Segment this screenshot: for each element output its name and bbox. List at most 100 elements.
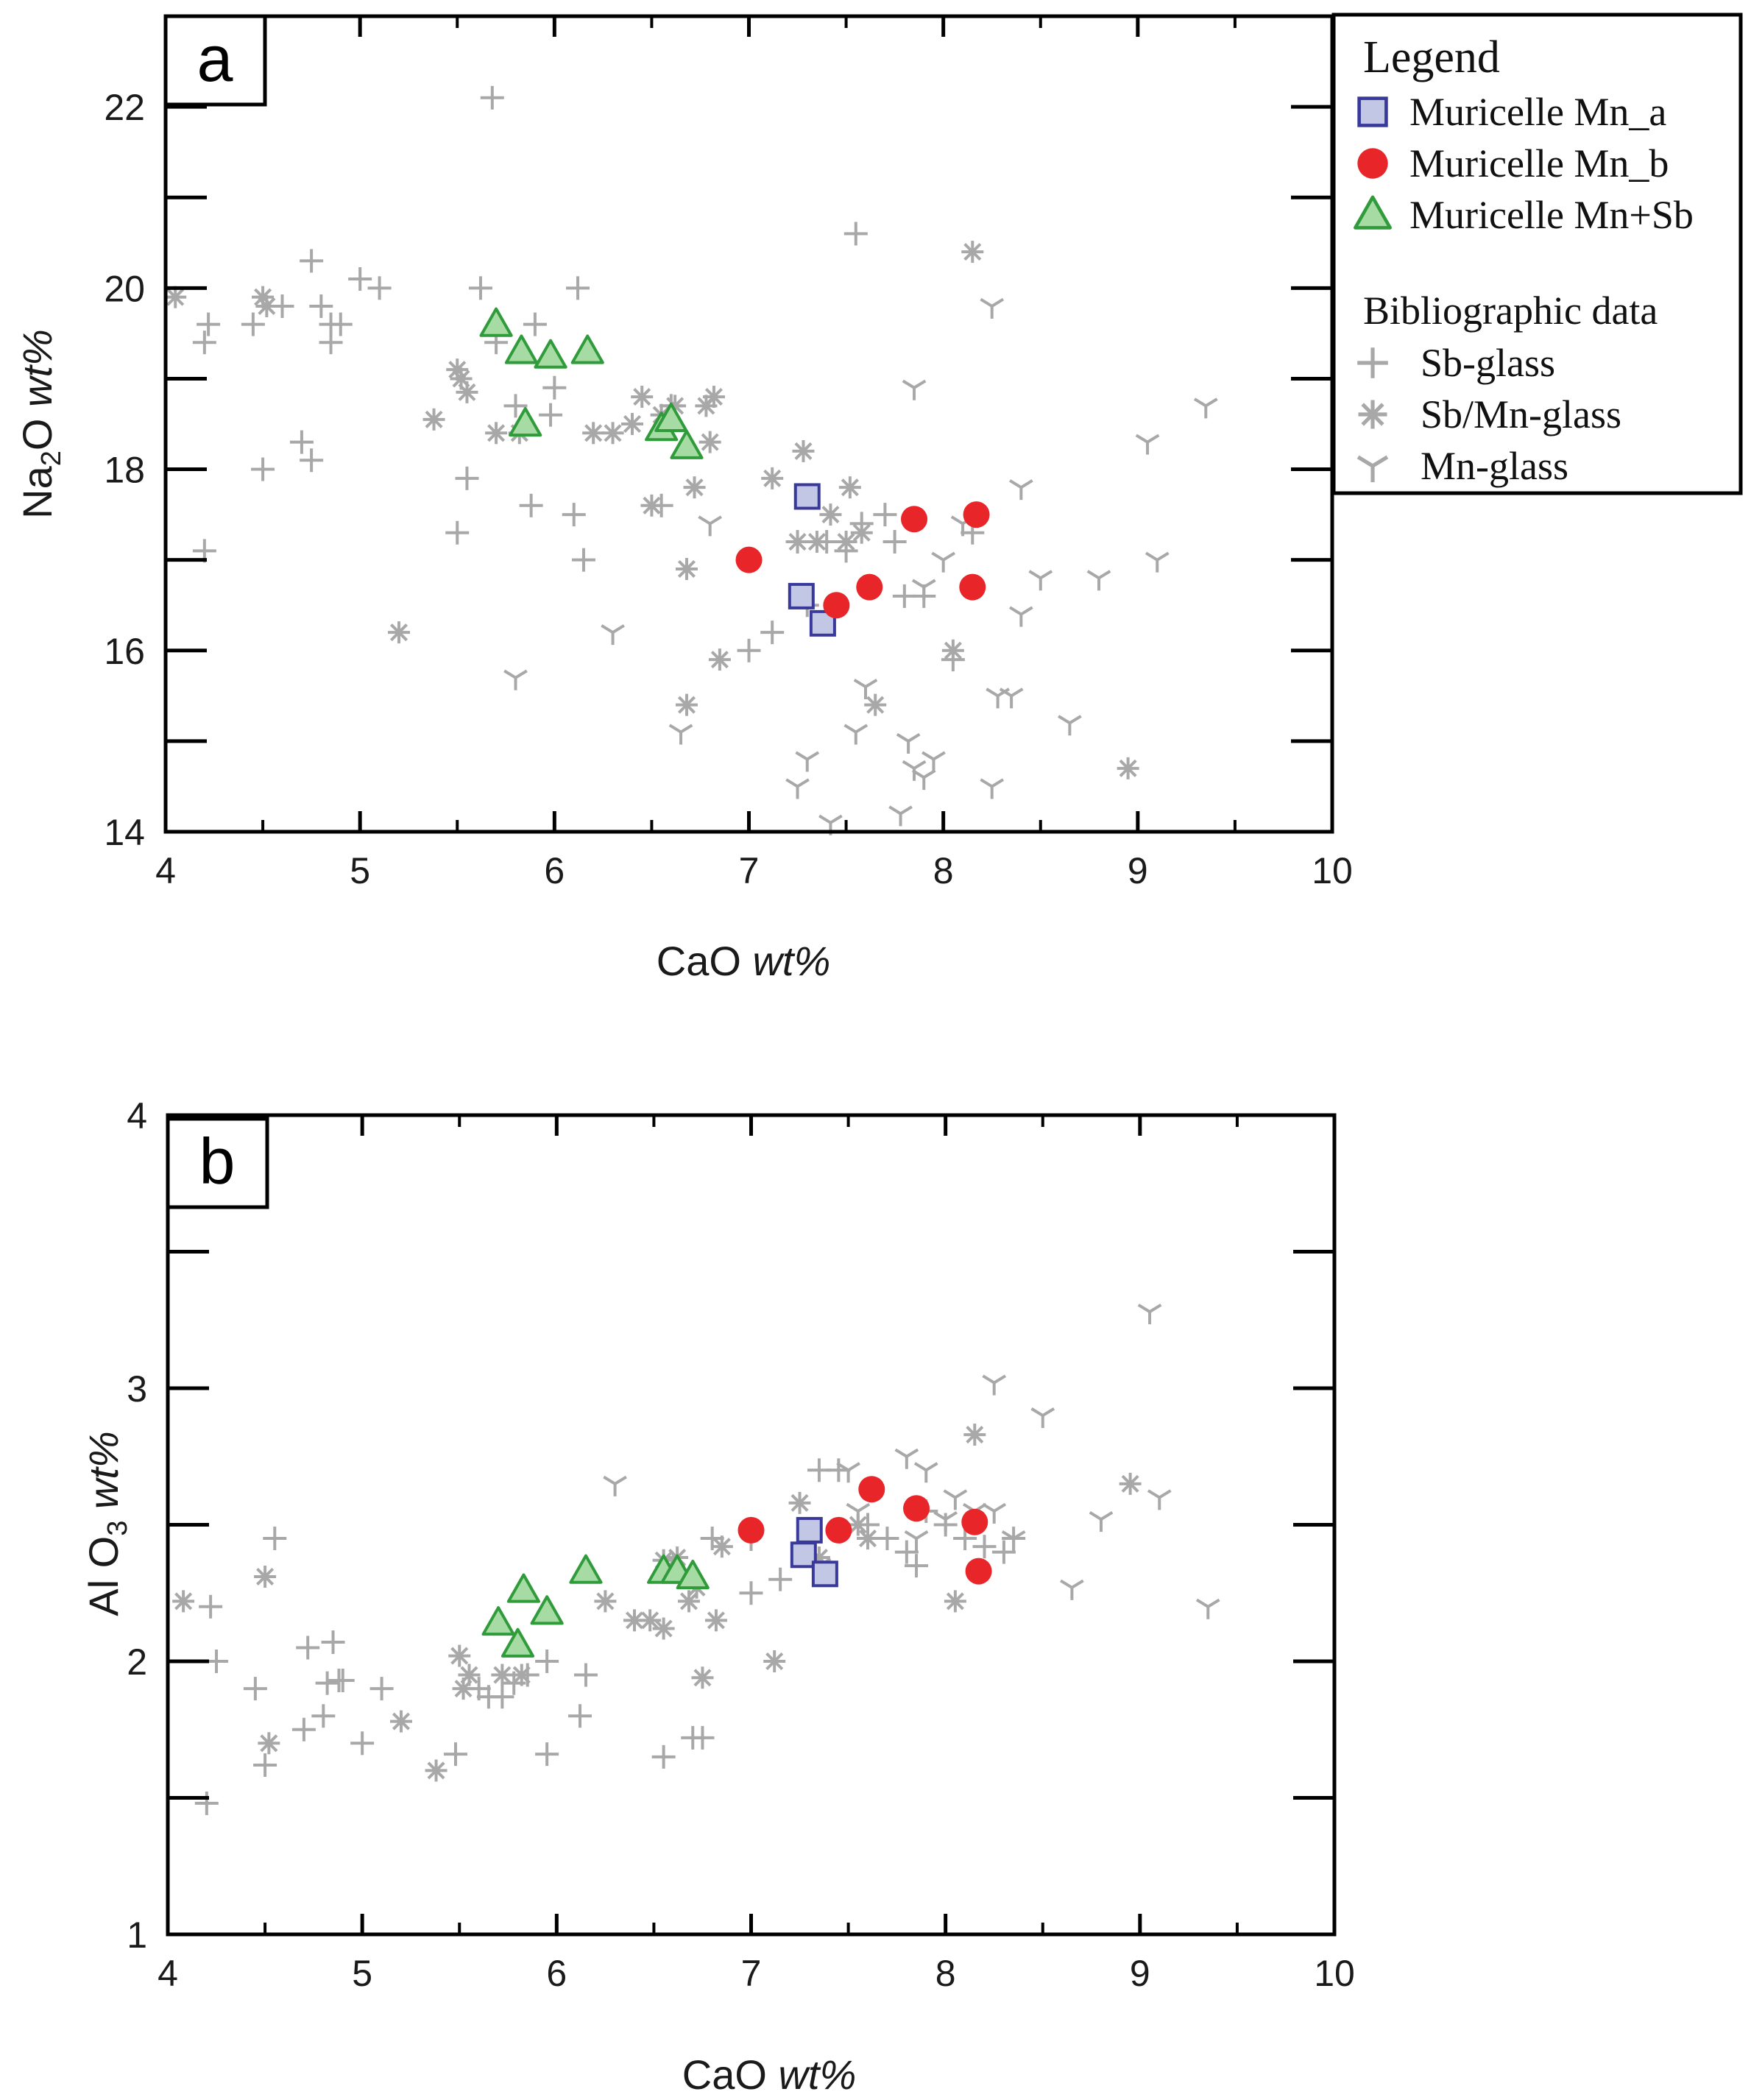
panel-a-y-axis-title: Na2O wt% — [14, 329, 67, 519]
sbmn-glass-point — [850, 521, 873, 544]
legend-title: Legend — [1363, 32, 1500, 82]
panel-b-y-axis-title-main: Al O — [80, 1536, 127, 1616]
series-sbmn-glass — [164, 241, 1139, 779]
mn-glass-point — [853, 678, 878, 700]
sbmn-glass-point — [258, 1732, 280, 1755]
sbmn-glass-point — [390, 1710, 412, 1733]
mn-sb-point — [530, 1595, 564, 1625]
legend-label: Muricelle Mn_b — [1409, 141, 1669, 185]
sb-glass-point — [251, 457, 275, 481]
sbmn-glass-point — [857, 1527, 879, 1550]
sb-glass-point — [319, 330, 343, 355]
sb-glass-point — [330, 1668, 355, 1692]
sbmn-glass-point — [702, 386, 725, 409]
sbmn-glass-point — [631, 386, 654, 409]
mn-glass-point — [931, 551, 956, 573]
sb-glass-point — [566, 276, 590, 300]
mn-sb-point — [504, 334, 539, 364]
sb-glass-point — [737, 638, 761, 662]
sb-glass-point — [690, 1725, 715, 1750]
mn-a-point — [790, 1541, 817, 1569]
sb-glass-point — [490, 1685, 514, 1709]
sb-glass-point — [573, 1663, 598, 1687]
mn-glass-point — [603, 1475, 627, 1496]
sb-glass-point — [991, 1540, 1016, 1564]
sb-glass-point — [562, 503, 586, 527]
mn-glass-point — [1060, 1579, 1084, 1600]
panel-b-x-axis-title-main: CaO — [682, 2051, 779, 2098]
sbmn-glass-point — [786, 531, 809, 554]
sbmn-glass-point — [448, 1644, 471, 1667]
sbmn-glass-point — [255, 294, 278, 317]
series-mn-b — [737, 1476, 992, 1585]
mn-b-point — [856, 573, 883, 601]
mn-glass-point — [943, 1489, 968, 1510]
mn-b-point — [735, 546, 763, 573]
sbmn-glass-point — [835, 531, 857, 554]
mn-glass-point — [980, 297, 1005, 319]
series-mn-a — [790, 1516, 838, 1588]
sbmn-glass-point — [838, 476, 861, 499]
mn-glass-point — [785, 778, 810, 799]
panel-b-letter: b — [199, 1125, 236, 1198]
sbmn-glass-point — [864, 693, 887, 716]
mn-glass-point — [1008, 479, 1033, 501]
mn-glass-point — [933, 1511, 958, 1532]
panel-a-frame — [163, 14, 1334, 834]
sbmn-glass-point — [639, 1609, 662, 1632]
series-sb-glass — [194, 1458, 1026, 1815]
x-tick-label: 8 — [933, 850, 954, 891]
y-tick-label: 14 — [104, 812, 145, 853]
mn-b-point — [965, 1558, 992, 1585]
sbmn-glass-point — [941, 639, 964, 662]
sbmn-glass-point — [510, 1664, 533, 1686]
panel-a-y-axis-title-unit: wt% — [14, 329, 60, 407]
sb-glass-point — [192, 330, 216, 355]
sb-glass-point — [328, 312, 353, 336]
sbmn-glass-point — [677, 1590, 700, 1613]
panel-b-x-axis-title-unit: wt% — [778, 2051, 856, 2098]
sbmn-glass-point — [388, 621, 410, 644]
sbmn-glass-point — [601, 422, 624, 445]
x-tick-label: 5 — [352, 1953, 372, 1994]
legend-label: Muricelle Mn_a — [1409, 90, 1666, 134]
sbmn-glass-point — [458, 1664, 481, 1686]
panel-a-y-axis-title-sub: 2 — [36, 450, 67, 466]
legend-label: Muricelle Mn+Sb — [1409, 193, 1694, 237]
sb-glass-point — [535, 1742, 559, 1767]
panel-a-letter: a — [197, 22, 233, 95]
legend-box — [1331, 13, 1743, 495]
legend-entry-mn-glass: Mn-glass — [1356, 444, 1568, 488]
y-tick-label: 1 — [127, 1915, 147, 1956]
mn-glass-point — [999, 687, 1024, 709]
y-tick-label: 3 — [127, 1368, 147, 1410]
sbmn-glass-point — [710, 1535, 733, 1558]
mn-sb-point — [570, 334, 604, 364]
mn-b-point — [961, 1508, 988, 1535]
y-tick-label: 2 — [127, 1641, 147, 1683]
sbmn-glass-point — [1119, 1472, 1142, 1495]
sb-glass-point — [768, 1567, 793, 1591]
sbmn-glass-point — [491, 1664, 514, 1686]
series-mn-sb — [479, 307, 704, 459]
mn-glass-point — [1147, 1489, 1172, 1510]
legend-marker-mn-sb — [1354, 195, 1392, 230]
mn-glass-point — [913, 1462, 938, 1483]
x-tick-label: 6 — [544, 850, 565, 891]
mn-b-point — [959, 573, 986, 601]
legend-entry-mn-a: Muricelle Mn_a — [1357, 90, 1666, 134]
panel-a-tick-labels: 4 5 6 7 8 9 10 14 16 18 20 22 — [104, 87, 1352, 891]
panel-b-y-axis-title-unit: wt% — [80, 1431, 127, 1509]
legend-marker-sbmn-glass — [1358, 400, 1387, 429]
sb-glass-point — [348, 267, 372, 291]
legend-entries: Muricelle Mn_a Muricelle Mn_b Muricelle Mn… — [1354, 90, 1694, 488]
mn-a-point — [793, 483, 821, 510]
series-mn-b — [735, 501, 990, 619]
mn-glass-point — [1137, 1304, 1162, 1325]
mn-glass-point — [503, 669, 528, 690]
mn-glass-point — [922, 751, 946, 772]
sb-glass-point — [194, 1791, 219, 1815]
sb-glass-point — [480, 85, 504, 110]
